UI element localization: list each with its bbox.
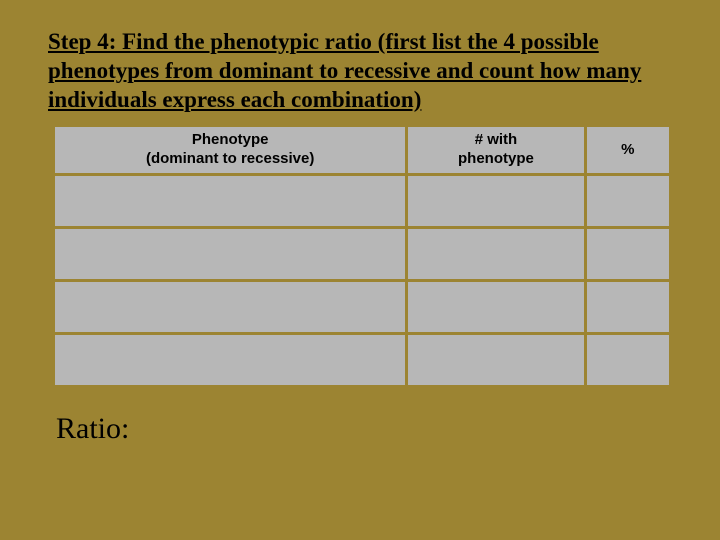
cell-phenotype [55, 229, 405, 279]
col-header-text: Phenotype [192, 131, 269, 148]
cell-count [408, 176, 583, 226]
cell-percent [587, 282, 669, 332]
cell-count [408, 229, 583, 279]
cell-phenotype [55, 282, 405, 332]
col-header-text: phenotype [458, 150, 534, 167]
cell-count [408, 282, 583, 332]
table-header-row: Phenotype (dominant to recessive) # with… [55, 127, 669, 173]
table-row [55, 176, 669, 226]
col-header-text: % [621, 141, 634, 158]
table-row [55, 282, 669, 332]
col-header-text: (dominant to recessive) [146, 150, 314, 167]
col-header-percent: % [587, 127, 669, 173]
table-row [55, 229, 669, 279]
cell-percent [587, 335, 669, 385]
cell-phenotype [55, 176, 405, 226]
cell-percent [587, 229, 669, 279]
col-header-phenotype: Phenotype (dominant to recessive) [55, 127, 405, 173]
table-row [55, 335, 669, 385]
cell-count [408, 335, 583, 385]
phenotype-table: Phenotype (dominant to recessive) # with… [52, 124, 672, 388]
cell-percent [587, 176, 669, 226]
col-header-text: # with [475, 131, 518, 148]
step-heading: Step 4: Find the phenotypic ratio (first… [48, 28, 672, 114]
col-header-count: # with phenotype [408, 127, 583, 173]
ratio-label: Ratio: [56, 412, 672, 446]
cell-phenotype [55, 335, 405, 385]
